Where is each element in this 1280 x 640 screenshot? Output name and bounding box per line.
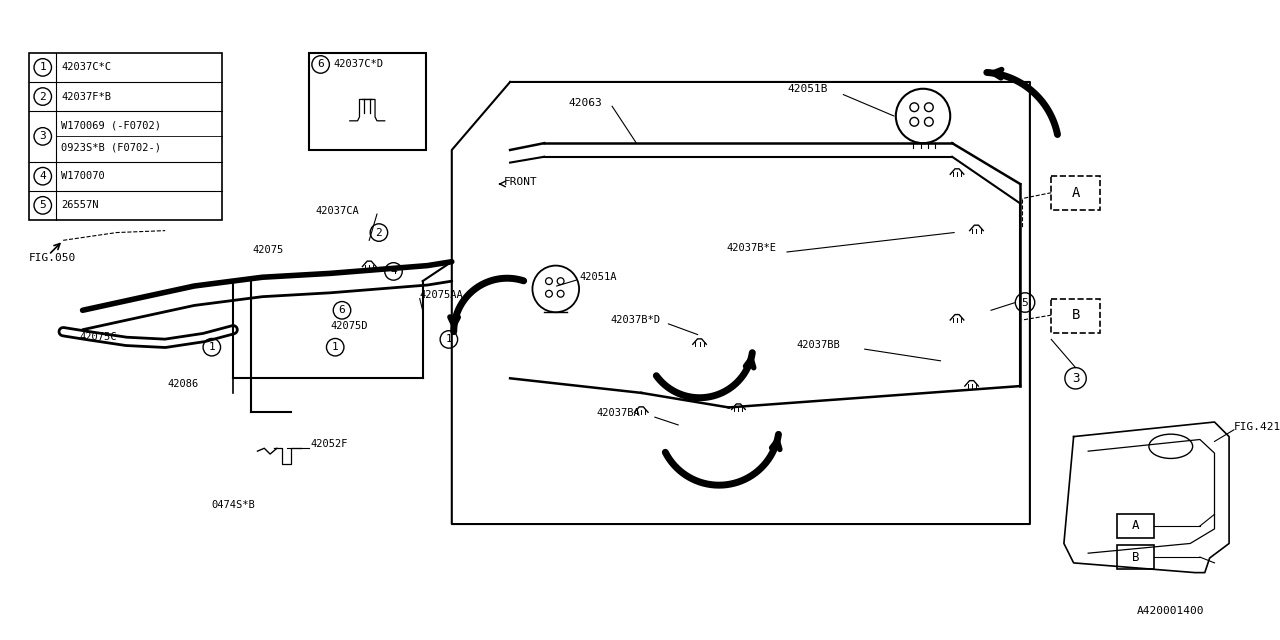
Text: 26557N: 26557N <box>61 200 99 211</box>
Text: 42037B*D: 42037B*D <box>611 315 660 325</box>
Bar <box>308 53 425 150</box>
Text: 42051A: 42051A <box>579 272 617 282</box>
Text: 0474S*B: 0474S*B <box>211 500 256 509</box>
Text: 42037CA: 42037CA <box>316 206 360 216</box>
Text: 42037F*B: 42037F*B <box>61 92 111 102</box>
Text: 1: 1 <box>332 342 339 352</box>
Text: 5: 5 <box>1021 298 1028 307</box>
Text: B: B <box>1071 308 1080 322</box>
Bar <box>1051 299 1100 333</box>
Text: 4: 4 <box>40 172 46 181</box>
Text: 42063: 42063 <box>568 99 602 108</box>
Text: 42086: 42086 <box>168 379 198 389</box>
Bar <box>29 53 221 220</box>
Text: 42075: 42075 <box>252 245 284 255</box>
Text: FIG.421: FIG.421 <box>1234 422 1280 432</box>
Text: FRONT: FRONT <box>503 177 538 187</box>
Text: 3: 3 <box>40 131 46 141</box>
Text: A420001400: A420001400 <box>1138 607 1204 616</box>
Text: 42075D: 42075D <box>330 321 367 331</box>
Text: A: A <box>1132 520 1139 532</box>
Text: 42037B*E: 42037B*E <box>727 243 777 253</box>
Text: 42051B: 42051B <box>787 84 827 93</box>
Text: 4: 4 <box>390 266 397 276</box>
Text: 1: 1 <box>40 62 46 72</box>
Text: 42075C: 42075C <box>79 333 118 342</box>
Bar <box>1117 515 1155 538</box>
Text: A: A <box>1071 186 1080 200</box>
Text: B: B <box>1132 550 1139 564</box>
Text: 6: 6 <box>339 305 346 316</box>
Text: 42037C*D: 42037C*D <box>333 60 383 70</box>
Text: 1: 1 <box>209 342 215 352</box>
Text: 2: 2 <box>40 92 46 102</box>
Text: 42052F: 42052F <box>311 440 348 449</box>
Text: FIG.050: FIG.050 <box>29 253 77 263</box>
Text: 42075AA: 42075AA <box>420 290 463 300</box>
Text: 42037BB: 42037BB <box>796 340 841 350</box>
Text: 5: 5 <box>40 200 46 211</box>
Text: W170070: W170070 <box>61 172 105 181</box>
Bar <box>1051 176 1100 210</box>
Text: 1: 1 <box>445 335 452 344</box>
Text: 0923S*B (F0702-): 0923S*B (F0702-) <box>61 143 161 152</box>
Text: 42037BA: 42037BA <box>596 408 640 419</box>
Text: W170069 (-F0702): W170069 (-F0702) <box>61 120 161 131</box>
Bar <box>1117 545 1155 569</box>
Text: 42037C*C: 42037C*C <box>61 62 111 72</box>
Text: 3: 3 <box>1071 372 1079 385</box>
Text: 2: 2 <box>375 228 383 237</box>
Text: 6: 6 <box>317 60 324 70</box>
